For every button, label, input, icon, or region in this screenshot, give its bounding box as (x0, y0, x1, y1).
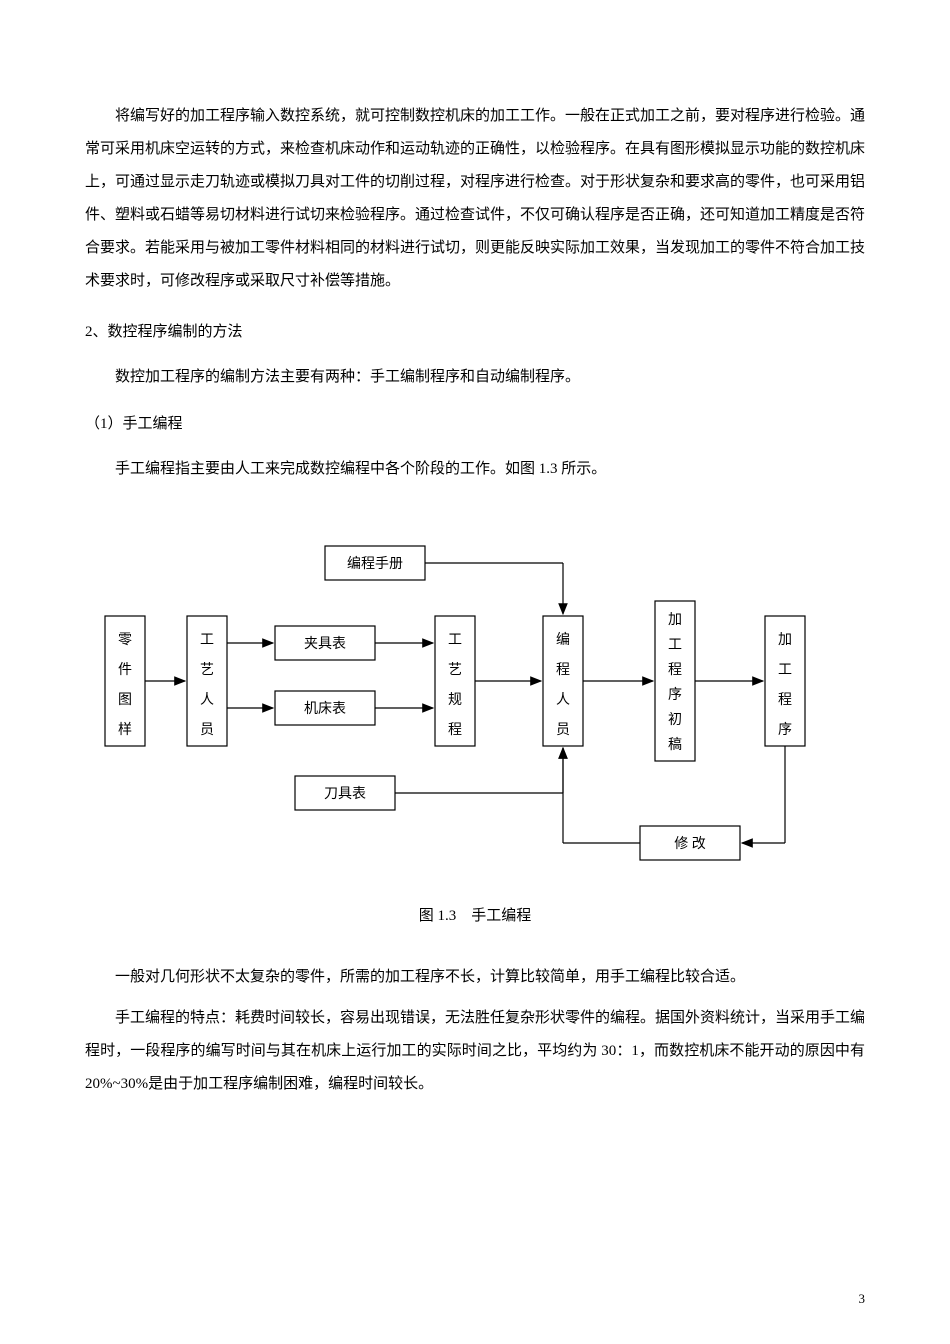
paragraph-manual-intro: 手工编程指主要由人工来完成数控编程中各个阶段的工作。如图 1.3 所示。 (85, 453, 865, 486)
node-tool-table: 刀具表 (324, 786, 366, 802)
node-process-spec-l4: 程 (448, 722, 462, 738)
node-manual-book: 编程手册 (347, 556, 403, 572)
node-machine-table: 机床表 (304, 701, 346, 717)
node-program-l3: 程 (778, 692, 792, 708)
node-tech-staff-l4: 员 (200, 723, 214, 738)
node-part-drawing-l2: 件 (118, 662, 132, 678)
node-tech-staff-l2: 艺 (200, 662, 214, 678)
node-tech-staff-l3: 人 (200, 692, 214, 708)
node-draft-l2: 工 (668, 638, 682, 653)
flowchart-manual-programming: 零 件 图 样 工 艺 人 员 编程手册 夹具表 机床表 刀具表 工 艺 规 程… (95, 526, 855, 886)
node-draft-l1: 加 (668, 612, 682, 628)
figure-caption: 图 1.3 手工编程 (85, 900, 865, 933)
node-program-l4: 序 (778, 722, 792, 738)
heading-methods: 2、数控程序编制的方法 (85, 316, 865, 349)
page-number: 3 (859, 1285, 866, 1314)
heading-manual: （1）手工编程 (85, 408, 865, 441)
node-fixture-table: 夹具表 (304, 636, 346, 652)
node-draft-l5: 初 (668, 711, 682, 728)
node-part-drawing-l4: 样 (118, 722, 132, 738)
node-part-drawing-l1: 零 (118, 632, 132, 648)
node-program-l1: 加 (778, 632, 792, 648)
paragraph-simple-parts: 一般对几何形状不太复杂的零件，所需的加工程序不长，计算比较简单，用手工编程比较合… (85, 961, 865, 994)
node-process-spec-l3: 规 (448, 692, 462, 708)
node-prog-staff-l2: 程 (556, 662, 570, 678)
node-draft-l3: 程 (668, 662, 682, 678)
node-tech-staff-l1: 工 (200, 633, 214, 648)
node-prog-staff-l4: 员 (556, 723, 570, 738)
paragraph-methods-intro: 数控加工程序的编制方法主要有两种：手工编制程序和自动编制程序。 (85, 361, 865, 394)
node-process-spec-l1: 工 (448, 633, 462, 648)
paragraph-manual-features: 手工编程的特点：耗费时间较长，容易出现错误，无法胜任复杂形状零件的编程。据国外资… (85, 1002, 865, 1101)
node-process-spec-l2: 艺 (448, 662, 462, 678)
node-part-drawing-l3: 图 (118, 693, 132, 708)
node-draft-l6: 稿 (668, 737, 682, 753)
node-revise: 修 改 (674, 836, 706, 852)
node-program-l2: 工 (778, 663, 792, 678)
node-prog-staff-l1: 编 (556, 632, 570, 648)
node-prog-staff-l3: 人 (556, 692, 570, 708)
paragraph-intro: 将编写好的加工程序输入数控系统，就可控制数控机床的加工工作。一般在正式加工之前，… (85, 100, 865, 298)
node-draft-l4: 序 (668, 687, 682, 703)
